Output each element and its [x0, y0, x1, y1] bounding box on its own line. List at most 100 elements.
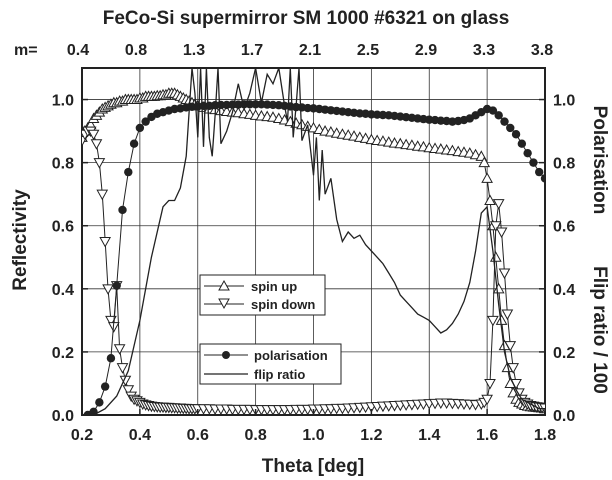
x-tick-label: 1.4: [418, 427, 440, 444]
point-spin-down: [113, 344, 126, 355]
point-spin-down: [122, 385, 135, 396]
top-axis-label: 1.7: [241, 42, 263, 59]
point-polarisation: [540, 174, 545, 183]
point-spin-down: [82, 136, 88, 147]
top-axis: 0.4 0.8 1.3 1.7 2.1 2.5 2.9 3.3 3.8: [67, 42, 553, 59]
point-spin-down: [504, 341, 517, 352]
point-polarisation: [118, 205, 127, 215]
y-tick-label-right: 1.0: [553, 93, 575, 110]
legend-spin-up-marker: [218, 279, 230, 291]
point-polarisation: [112, 281, 121, 290]
point-polarisation: [245, 100, 255, 109]
top-axis-label: 1.3: [183, 42, 205, 59]
x-tick-label: 0.2: [71, 427, 93, 444]
point-polarisation: [100, 382, 110, 391]
top-axis-label: 3.8: [531, 42, 553, 59]
point-polarisation: [511, 130, 521, 139]
x-tick-label: 1.6: [476, 427, 498, 444]
y-tick-label-right: 0.8: [553, 156, 575, 173]
point-spin-down: [489, 221, 502, 232]
x-tick-label: 1.8: [534, 427, 556, 444]
point-spin-up: [492, 282, 505, 294]
point-spin-down: [501, 309, 514, 321]
point-polarisation: [106, 354, 116, 363]
point-spin-down: [99, 237, 111, 248]
legend-spin-down-marker: [218, 298, 230, 310]
point-spin-up: [481, 172, 493, 183]
point-spin-down: [116, 363, 129, 374]
point-spin-down: [495, 227, 508, 239]
y-tick-label-left: 0.6: [52, 219, 74, 236]
y-axis-left: 0.0 0.2 0.4 0.6 0.8 1.0: [52, 93, 88, 425]
legend-polarisation-label: polarisation: [254, 348, 328, 363]
series-polarisation: [83, 100, 545, 415]
legend-spin-down-label: spin down: [251, 297, 315, 312]
point-spin-down: [87, 129, 100, 141]
y-tick-label-right: 0.0: [553, 408, 575, 425]
y-tick-label-right: 0.4: [553, 282, 575, 299]
series-line-flip-ratio: [93, 68, 545, 415]
point-polarisation: [141, 117, 150, 126]
point-spin-down: [507, 363, 520, 374]
y-tick-label-right: 0.2: [553, 345, 575, 362]
series-group: [82, 68, 545, 415]
y-axis-label-left: Reflectivity: [10, 189, 31, 291]
x-axis-label: Theta [deg]: [262, 456, 364, 477]
point-spin-down: [102, 284, 114, 295]
y-axis-label-right-polarisation: Polarisation: [589, 106, 610, 215]
point-spin-down: [487, 315, 499, 327]
legend-polarisation-marker: [222, 351, 230, 359]
point-polarisation: [529, 158, 538, 167]
chart-title: FeCo-Si supermirror SM 1000 #6321 on gla…: [103, 8, 510, 29]
top-axis-prefix: m=: [14, 42, 38, 59]
point-polarisation: [129, 139, 139, 148]
x-tick-label: 1.2: [360, 427, 382, 444]
y-tick-label-left: 0.0: [52, 408, 74, 425]
legend-flip-ratio-label: flip ratio: [254, 367, 305, 382]
y-tick-label-left: 0.4: [52, 282, 74, 299]
point-spin-down: [484, 378, 496, 390]
point-spin-down: [498, 268, 511, 280]
point-spin-down: [96, 189, 109, 201]
legend-spin-up-label: spin up: [251, 279, 297, 294]
legend-polarisation: polarisation flip ratio: [199, 343, 342, 385]
point-spin-down: [481, 394, 493, 406]
legend-polarisation-box: [199, 343, 342, 385]
point-polarisation: [488, 106, 498, 115]
point-spin-up: [489, 251, 502, 262]
point-spin-down: [492, 199, 505, 210]
point-spin-up: [484, 194, 496, 205]
x-tick-label: 0.4: [129, 427, 151, 444]
top-axis-label: 2.5: [357, 42, 379, 59]
point-spin-down: [90, 139, 103, 150]
y-tick-label-left: 0.8: [52, 156, 74, 173]
point-polarisation: [95, 398, 104, 407]
point-polarisation: [535, 167, 544, 177]
legend-spin-box: [199, 274, 326, 316]
top-axis-label: 3.3: [473, 42, 495, 59]
point-polarisation: [494, 111, 503, 120]
point-spin-down: [93, 158, 106, 169]
point-polarisation: [500, 117, 509, 126]
x-axis: 0.2 0.4 0.6 0.8 1.0 1.2 1.4 1.6 1.8: [71, 409, 556, 444]
point-polarisation: [251, 100, 260, 109]
point-spin-up: [478, 156, 491, 168]
y-axis-right: 0.0 0.2 0.4 0.6 0.8 1.0: [539, 93, 575, 425]
point-polarisation: [135, 123, 145, 133]
series-spin-down: [82, 126, 545, 415]
point-polarisation: [517, 139, 527, 148]
point-polarisation: [523, 148, 532, 158]
point-polarisation: [124, 167, 133, 177]
y-tick-label-left: 1.0: [52, 93, 74, 110]
point-polarisation: [506, 123, 515, 133]
y-tick-label-left: 0.2: [52, 345, 74, 362]
y-axis-label-right-flip-ratio: Flip ratio / 100: [589, 266, 610, 394]
top-axis-label: 2.1: [299, 42, 321, 59]
top-axis-label: 0.8: [125, 42, 147, 59]
y-tick-label-right: 0.6: [553, 219, 575, 236]
x-tick-label: 1.0: [302, 427, 324, 444]
top-axis-label: 2.9: [415, 42, 437, 59]
x-tick-label: 0.8: [245, 427, 267, 444]
series-flip-ratio: [93, 68, 545, 415]
